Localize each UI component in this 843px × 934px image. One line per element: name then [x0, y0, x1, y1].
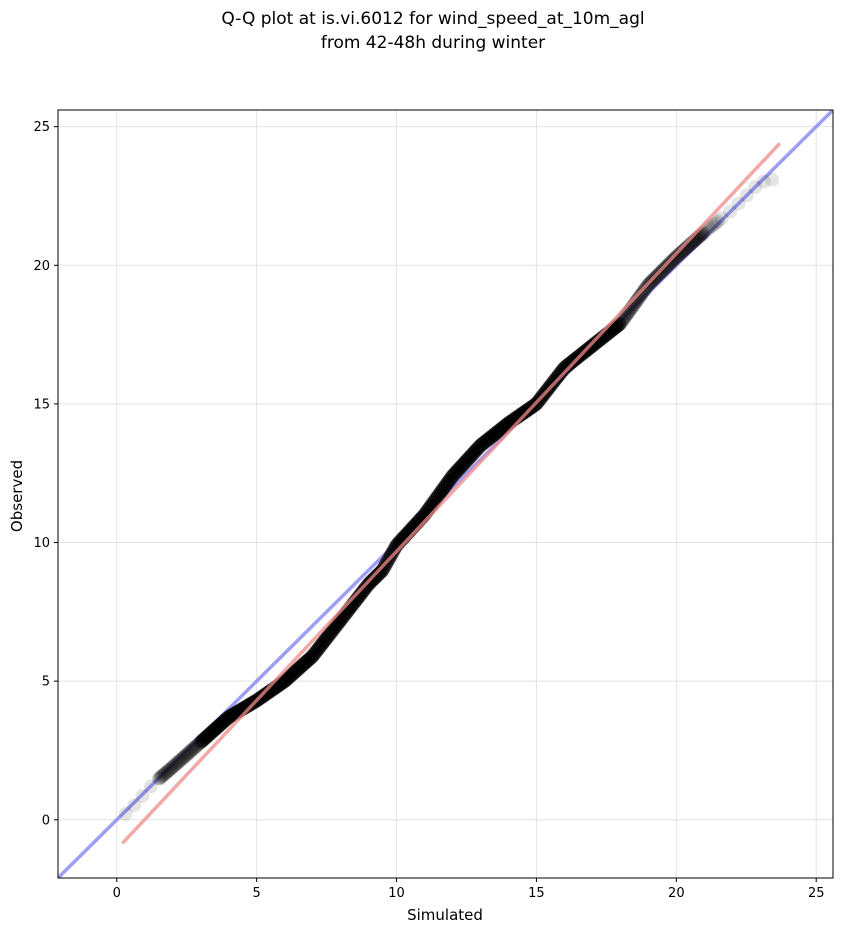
quantile-point [180, 746, 195, 761]
x-axis-ticks: 0 5 10 15 20 25 [113, 878, 825, 901]
y-tick-label: 25 [33, 120, 50, 135]
quantile-point [667, 251, 682, 266]
x-axis-label: Simulated [407, 906, 483, 924]
chart-title-line-1: Q-Q plot at is.vi.6012 for wind_speed_at… [221, 9, 644, 29]
quantile-point [660, 258, 675, 273]
x-tick-label: 15 [528, 886, 545, 901]
quantile-point [665, 253, 680, 268]
quantile-point [707, 216, 722, 231]
quantile-point [612, 317, 627, 332]
quantile-point [714, 211, 729, 226]
quantile-point [706, 217, 721, 232]
quantile-point [153, 770, 168, 785]
quantile-point [158, 765, 173, 780]
quantile-point [184, 743, 199, 758]
quantile-point [676, 243, 691, 258]
quantile-point [662, 256, 677, 271]
quantile-point [143, 779, 158, 794]
quantile-point [152, 771, 167, 786]
quantile-point [135, 789, 150, 804]
x-tick-label: 10 [388, 886, 405, 901]
x-tick-label: 20 [668, 886, 685, 901]
quantile-point [174, 752, 189, 767]
quantile-point [702, 220, 717, 235]
chart-title-line-2: from 42-48h during winter [321, 33, 545, 53]
y-tick-label: 20 [33, 259, 50, 274]
x-tick-label: 5 [253, 886, 261, 901]
quantile-point [164, 761, 179, 776]
y-tick-label: 0 [42, 813, 50, 828]
quantile-point [175, 751, 190, 766]
quantile-point [155, 768, 170, 783]
quantile-point [634, 287, 649, 302]
quantile-points [118, 172, 780, 821]
y-axis-ticks: 0 5 10 15 20 25 [33, 120, 58, 828]
quantile-point [162, 762, 177, 777]
grid-lines [58, 110, 833, 878]
quantile-point [672, 246, 687, 261]
quantile-point [167, 758, 182, 773]
quantile-point [671, 248, 685, 263]
quantile-point [157, 767, 172, 782]
quantile-point [635, 285, 650, 300]
y-tick-label: 15 [33, 397, 50, 412]
y-tick-label: 10 [33, 536, 50, 551]
x-tick-label: 0 [113, 886, 121, 901]
quantile-point [709, 215, 724, 230]
fit-line [121, 142, 782, 845]
quantile-point [632, 290, 647, 305]
quantile-point [739, 188, 754, 203]
quantile-point [179, 748, 194, 763]
quantile-point [169, 757, 184, 772]
quantile-point [669, 249, 684, 264]
quantile-point [765, 172, 780, 187]
quantile-point [723, 204, 738, 219]
y-axis-label: Observed [8, 460, 26, 532]
x-tick-label: 25 [808, 886, 825, 901]
quantile-point [613, 315, 628, 330]
quantile-point [731, 196, 746, 211]
quantile-point [711, 213, 726, 228]
fit-line-group [121, 142, 782, 845]
y-tick-label: 5 [42, 675, 50, 690]
quantile-point [118, 806, 133, 821]
quantile-point [127, 798, 142, 813]
quantile-point [182, 745, 197, 760]
quantile-point [160, 764, 175, 779]
quantile-point [165, 760, 180, 775]
quantile-point [177, 749, 192, 764]
quantile-point [674, 245, 689, 260]
quantile-point [172, 754, 187, 769]
plot-frame [57, 109, 834, 879]
quantile-point [748, 180, 763, 195]
quantile-point [704, 219, 719, 234]
quantile-point [664, 254, 679, 269]
quantile-point [170, 755, 185, 770]
quantile-point [756, 174, 771, 189]
